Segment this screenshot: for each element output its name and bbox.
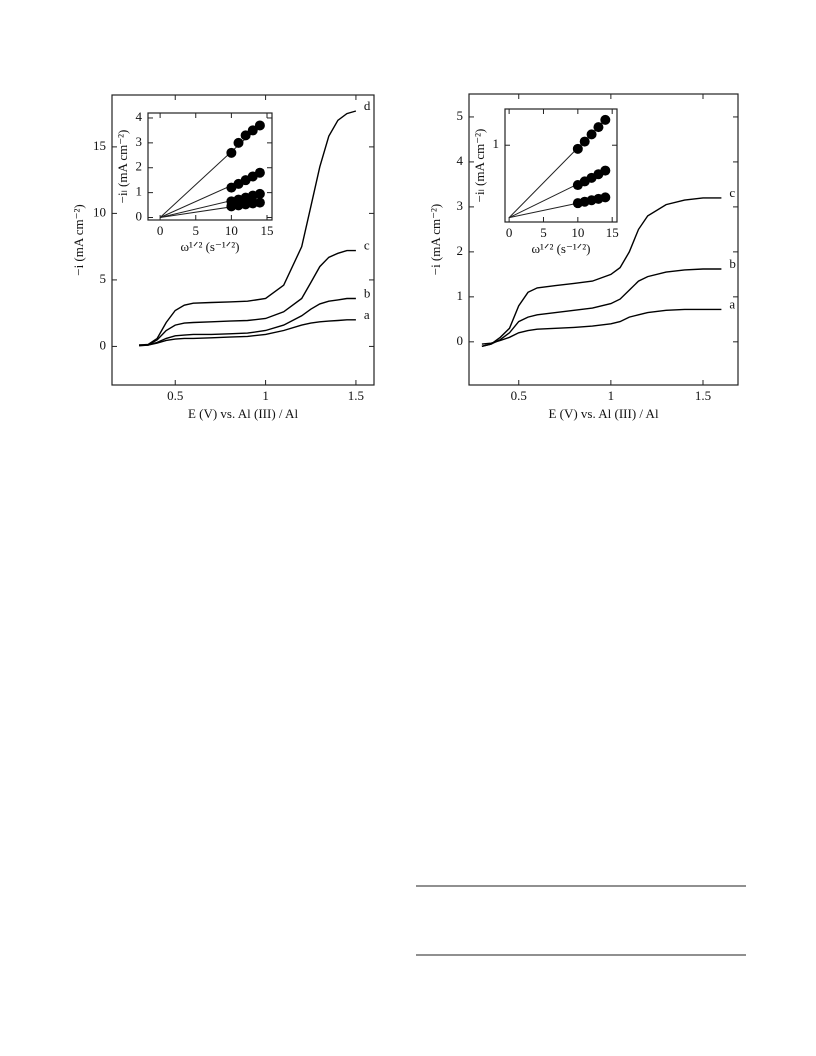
- curve-label: a: [729, 296, 735, 311]
- point: [572, 143, 583, 154]
- point: [226, 147, 237, 158]
- y-tick-label: 0: [457, 333, 464, 348]
- y-axis-label: −i (mA cm⁻²): [71, 204, 86, 276]
- x-tick-label: 10: [225, 223, 238, 238]
- y-axis-label: −iₗ (mA cm⁻²): [115, 130, 130, 204]
- x-tick-label: 1.5: [348, 388, 364, 403]
- x-axis-label: ω¹ᐟ² (s⁻¹ᐟ²): [181, 239, 240, 254]
- point: [593, 122, 604, 133]
- x-tick-label: 0: [157, 223, 164, 238]
- point: [600, 114, 611, 125]
- x-tick-label: 5: [192, 223, 199, 238]
- y-tick-label: 5: [457, 108, 464, 123]
- y-tick-label: 3: [136, 134, 143, 149]
- x-axis-label: E (V) vs. Al (III) / Al: [548, 406, 659, 421]
- y-tick-label: 2: [136, 159, 143, 174]
- curve-label: b: [729, 256, 736, 271]
- inset-chart: 0 5 10 15 0 1 2 3 4 ω¹ᐟ² (s⁻¹ᐟ²) −iₗ (mA cm⁻²): [115, 109, 274, 254]
- curve: [139, 297, 356, 346]
- curve-label: b: [364, 286, 371, 301]
- point: [254, 167, 265, 178]
- x-tick-label: 15: [261, 223, 274, 238]
- y-axis-label: −iₗ (mA cm⁻²): [472, 129, 487, 203]
- y-tick-label: 1: [457, 288, 464, 303]
- y-tick-label: 4: [457, 153, 464, 168]
- curve-label: d: [364, 98, 371, 113]
- x-tick-label: 10: [571, 225, 584, 240]
- x-tick-label: 15: [606, 225, 619, 240]
- y-tick-label: 4: [136, 109, 143, 124]
- x-axis-label: ω¹ᐟ² (s⁻¹ᐟ²): [532, 241, 591, 256]
- y-tick-label: 0: [136, 208, 143, 223]
- curve: [139, 110, 357, 346]
- curve-label: a: [364, 307, 370, 322]
- curve: [139, 319, 356, 347]
- x-tick-label: 5: [540, 225, 547, 240]
- curve: [139, 249, 356, 346]
- point: [247, 125, 258, 136]
- curve-label: c: [364, 238, 370, 253]
- point: [254, 197, 265, 208]
- x-tick-label: 1: [608, 388, 615, 403]
- point: [254, 120, 265, 131]
- point: [600, 165, 611, 176]
- y-tick-label: 15: [93, 138, 106, 153]
- curve: [481, 197, 722, 347]
- x-tick-label: 1.5: [695, 388, 711, 403]
- point: [233, 137, 244, 148]
- y-tick-label: 5: [100, 271, 107, 286]
- y-tick-label: 1: [136, 184, 143, 199]
- curve: [481, 268, 722, 347]
- x-tick-label: 0.5: [511, 388, 527, 403]
- x-tick-label: 0.5: [167, 388, 183, 403]
- y-tick-label: 1: [493, 136, 500, 151]
- inset-chart: 0 5 10 15 1 ω¹ᐟ² (s⁻¹ᐟ²) −iₗ (mA cm⁻²): [472, 108, 619, 256]
- x-tick-label: 0: [506, 225, 513, 240]
- curve-label: c: [729, 185, 735, 200]
- point: [586, 129, 597, 140]
- point: [254, 188, 265, 199]
- y-tick-label: 3: [457, 198, 464, 213]
- x-axis-label: E (V) vs. Al (III) / Al: [188, 406, 299, 421]
- x-tick-label: 1: [262, 388, 269, 403]
- point: [600, 192, 611, 203]
- point: [240, 130, 251, 141]
- fit-line: [159, 125, 261, 218]
- y-tick-label: 10: [93, 204, 106, 219]
- y-tick-label: 0: [100, 337, 107, 352]
- curve: [481, 308, 722, 345]
- y-tick-label: 2: [457, 243, 464, 258]
- point: [579, 136, 590, 147]
- y-axis-label: −i (mA cm⁻²): [428, 204, 443, 276]
